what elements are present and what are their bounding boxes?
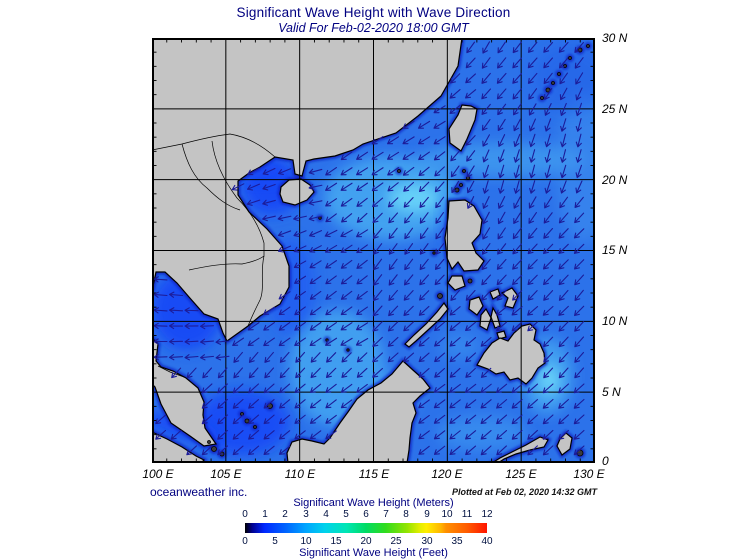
title-block: Significant Wave Height with Wave Direct…: [152, 5, 595, 35]
islet-spratly-2: [346, 348, 350, 352]
islet-scarborough: [432, 251, 436, 255]
meters-tick: 0: [242, 509, 248, 520]
wave-height-colorbar: [245, 523, 487, 533]
islet-ryukyu-6: [568, 56, 572, 60]
islet-ryukyu-8: [586, 44, 590, 48]
islet-anambas-2: [253, 425, 257, 429]
islet-batanes-1: [462, 169, 466, 173]
lat-label-5n: 5 N: [602, 385, 621, 399]
islet-pratas: [397, 169, 401, 173]
meters-tick: 8: [403, 509, 409, 520]
land-mainland-asia: [152, 38, 463, 342]
islet-ryukyu-3: [551, 81, 555, 85]
meters-tick: 5: [343, 509, 349, 520]
page-title: Significant Wave Height with Wave Direct…: [236, 5, 511, 20]
island-samar-leyte: [500, 287, 519, 309]
meters-tick: 1: [262, 509, 268, 520]
meters-tick: 10: [441, 509, 453, 520]
feet-tick: 20: [360, 536, 372, 547]
feet-tick: 10: [300, 536, 312, 547]
meters-tick: 12: [481, 509, 493, 520]
wave-direction-arrows: [153, 41, 585, 456]
lon-label-115e: 115 E: [358, 467, 390, 481]
feet-tick: 15: [330, 536, 342, 547]
island-palawan: [404, 301, 449, 348]
islet-ryukyu-2: [545, 87, 551, 93]
lon-label-130e: 130 E: [573, 467, 605, 481]
legend-feet-title: Significant Wave Height (Feet): [299, 547, 448, 559]
island-borneo: [286, 360, 431, 463]
feet-tick: 40: [481, 536, 493, 547]
meters-tick: 9: [424, 509, 430, 520]
islet-riau-3: [207, 440, 211, 444]
map-area: [152, 38, 595, 463]
land-sumatra: [152, 431, 206, 463]
island-negros: [479, 307, 492, 331]
valid-time-subtitle: Valid For Feb-02-2020 18:00 GMT: [278, 21, 469, 35]
meters-tick: 6: [363, 509, 369, 520]
meters-tick: 2: [282, 509, 288, 520]
feet-tick: 30: [421, 536, 433, 547]
island-mindanao: [476, 323, 546, 385]
lon-label-120e: 120 E: [431, 467, 463, 481]
lon-label-105e: 105 E: [210, 467, 242, 481]
feet-tick: 5: [272, 536, 278, 547]
lon-label-110e: 110 E: [284, 467, 316, 481]
oceanweather-credit: oceanweather inc.: [150, 485, 248, 499]
lat-label-20n: 20 N: [602, 173, 628, 187]
islet-anambas-1: [244, 418, 250, 424]
lat-label-30n: 30 N: [602, 31, 628, 45]
islet-marinduque: [467, 278, 473, 284]
island-taiwan: [448, 104, 478, 152]
island-masbate: [489, 288, 501, 300]
lat-label-25n: 25 N: [602, 102, 628, 116]
lon-label-125e: 125 E: [505, 467, 537, 481]
meters-tick: 7: [383, 509, 389, 520]
meters-tick: 3: [303, 509, 309, 520]
island-bohol: [496, 330, 507, 340]
feet-tick: 0: [242, 536, 248, 547]
island-sulawesi-arm: [490, 436, 549, 463]
islet-ryukyu-4: [557, 72, 561, 76]
feet-tick: 25: [390, 536, 402, 547]
meters-tick: 4: [323, 509, 329, 520]
map-frame: [152, 38, 595, 463]
country-borders: [152, 133, 276, 378]
lat-label-10n: 10 N: [602, 314, 628, 328]
island-mindoro: [447, 275, 466, 291]
lon-label-100e: 100 E: [142, 467, 174, 481]
plotted-timestamp: Plotted at Feb 02, 2020 14:32 GMT: [451, 487, 597, 497]
legend-meters-title: Significant Wave Height (Meters): [293, 497, 454, 509]
islet-babuyan-1: [459, 183, 463, 187]
wave-map: [152, 38, 595, 463]
lat-label-15n: 15 N: [602, 243, 628, 257]
island-luzon: [444, 199, 485, 272]
meters-tick: 11: [461, 509, 473, 520]
feet-tick: 35: [451, 536, 463, 547]
lat-label-0: 0: [602, 454, 609, 468]
islet-ryukyu-1: [540, 96, 544, 100]
islet-riau-1: [211, 446, 217, 452]
island-panay: [468, 296, 484, 316]
islet-calamian: [437, 293, 443, 299]
